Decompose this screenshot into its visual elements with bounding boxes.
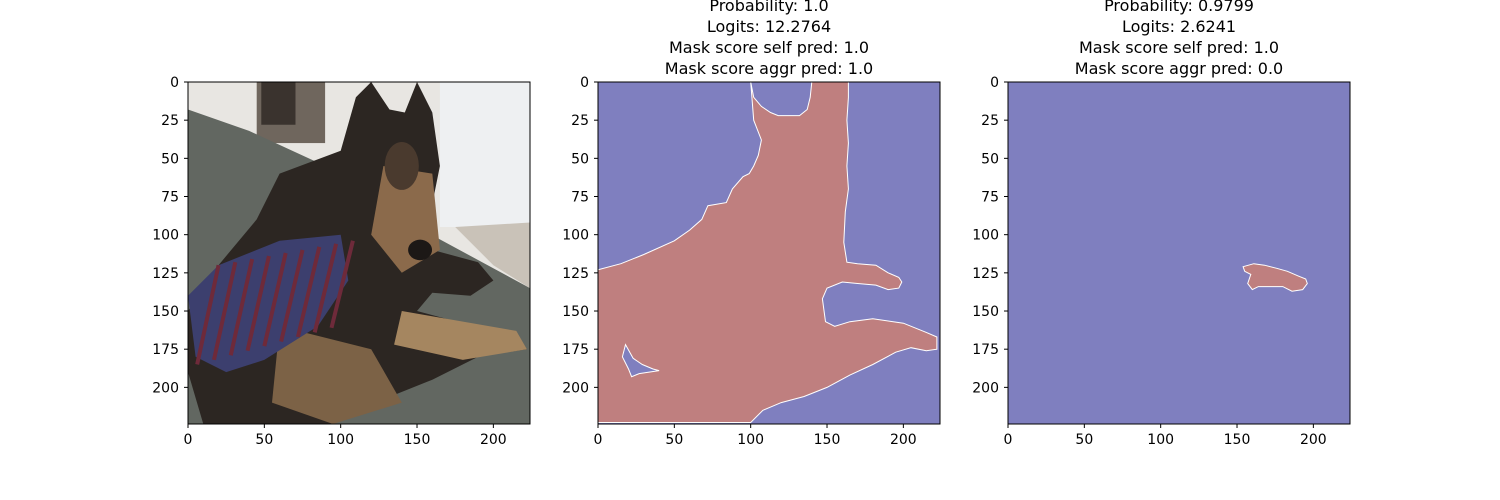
y-tick-label: 125 (562, 266, 589, 282)
y-tick-label: 25 (161, 113, 179, 129)
x-tick-label: 50 (1075, 432, 1093, 448)
y-tick-label: 25 (981, 113, 999, 129)
mask-region (598, 82, 938, 423)
panel-mask-1: 0 50 100 150 200 0 25 50 75 100 125 150 175 200 Probab… (562, 0, 941, 448)
photo-dog-nose (408, 239, 433, 261)
y-tick-label: 175 (562, 342, 589, 358)
y-tick-label: 150 (562, 304, 589, 320)
y-tick-label: 75 (571, 190, 589, 206)
y-tick-label: 75 (981, 190, 999, 206)
x-tick-label: 150 (814, 432, 841, 448)
panel-title-line: Mask score aggr pred: 0.0 (1075, 59, 1283, 78)
panel-title-line: Probability: 0.9799 (1104, 0, 1254, 15)
y-tick-label: 175 (972, 342, 999, 358)
photo-sweater-stripe (262, 252, 288, 347)
x-tick-label: 50 (665, 432, 683, 448)
y-tick-label: 50 (981, 151, 999, 167)
photo-sweater (188, 234, 349, 373)
photo-sweater-stripe (295, 246, 322, 338)
x-tick-label: 150 (1224, 432, 1251, 448)
panel-title-line: Logits: 2.6241 (1122, 17, 1236, 36)
y-tick-label: 200 (152, 380, 179, 396)
x-tick-label: 50 (255, 432, 273, 448)
axes-frame (597, 81, 941, 425)
photo-sweater-stripe (312, 243, 339, 333)
mask-background (1008, 82, 1350, 424)
photo-dog-leg (394, 311, 527, 360)
photo-sweater-stripe (228, 258, 255, 356)
y-tick-label: 100 (152, 228, 179, 244)
panel-image-area (1008, 82, 1350, 424)
y-tick-label: 200 (562, 380, 589, 396)
y-tick-label: 75 (161, 190, 179, 206)
x-tick-label: 0 (184, 432, 193, 448)
y-tick-label: 125 (152, 266, 179, 282)
y-tick-label: 50 (161, 151, 179, 167)
photo-wall-right (439, 82, 530, 228)
photo-sweater-stripe (279, 249, 305, 343)
x-tick-label: 100 (737, 432, 764, 448)
y-tick-label: 150 (972, 304, 999, 320)
panel-title-line: Mask score aggr pred: 1.0 (665, 59, 873, 78)
panel-title-line: Mask score self pred: 1.0 (1079, 38, 1279, 57)
y-tick-label: 150 (152, 304, 179, 320)
panel-image-area (598, 82, 940, 424)
panel-title-line: Mask score self pred: 1.0 (669, 38, 869, 57)
y-tick-label: 0 (990, 75, 999, 91)
x-tick-label: 0 (1004, 432, 1013, 448)
photo-sweater-stripe (195, 264, 221, 365)
mask-hole (621, 343, 660, 378)
y-tick-label: 0 (170, 75, 179, 91)
photo-dog-hind (272, 326, 402, 424)
x-tick-label: 150 (404, 432, 431, 448)
x-tick-label: 200 (1300, 432, 1327, 448)
photo-tiles (455, 222, 530, 289)
x-tick-label: 0 (594, 432, 603, 448)
y-tick-label: 100 (972, 228, 999, 244)
axes-frame (1007, 81, 1351, 425)
y-tick-label: 50 (571, 151, 589, 167)
x-tick-label: 100 (327, 432, 354, 448)
photo-sweater-stripe (212, 261, 238, 361)
panel-title-line: Probability: 1.0 (709, 0, 828, 15)
y-tick-label: 100 (562, 228, 589, 244)
y-tick-label: 25 (571, 113, 589, 129)
photo-sweater-stripe (329, 240, 355, 329)
panel-title-line: Logits: 12.2764 (707, 17, 831, 36)
y-tick-label: 200 (972, 380, 999, 396)
mask-region (1242, 263, 1308, 292)
photo-door-dark (261, 82, 296, 125)
axes-frame (187, 81, 531, 425)
panel-image-area (188, 82, 530, 424)
y-tick-label: 125 (972, 266, 999, 282)
photo-sweater-stripe (245, 255, 271, 352)
x-tick-label: 200 (480, 432, 507, 448)
y-tick-label: 0 (580, 75, 589, 91)
photo-dog-face (384, 142, 419, 190)
x-tick-label: 100 (1147, 432, 1174, 448)
panel-mask-2: 0 50 100 150 200 0 25 50 75 100 125 150 175 200 Probab… (972, 0, 1351, 448)
panel-input-image: 0 50 100 150 200 0 25 50 75 100 125 150 175 200 (152, 75, 531, 448)
y-tick-label: 175 (152, 342, 179, 358)
x-tick-label: 200 (890, 432, 917, 448)
